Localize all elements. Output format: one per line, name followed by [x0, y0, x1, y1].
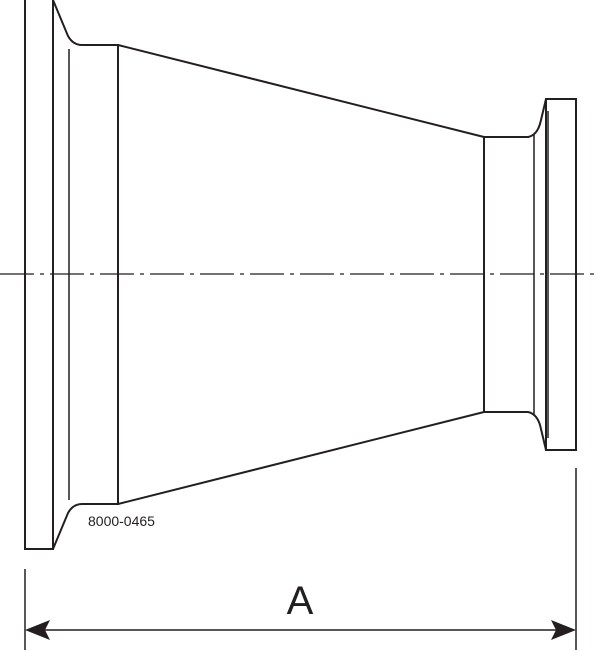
arrow-right-icon — [551, 620, 576, 640]
left-flange — [24, 0, 70, 550]
right-ferrule-neck — [483, 98, 547, 451]
part-number-label: 8000-0465 — [88, 513, 155, 529]
arrow-left-icon — [25, 620, 50, 640]
left-ferrule-neck — [52, 0, 119, 550]
dimension-label: A — [287, 579, 314, 623]
right-flange — [545, 98, 577, 451]
reducer-cone — [117, 44, 485, 505]
dimension-a: A — [24, 468, 577, 650]
